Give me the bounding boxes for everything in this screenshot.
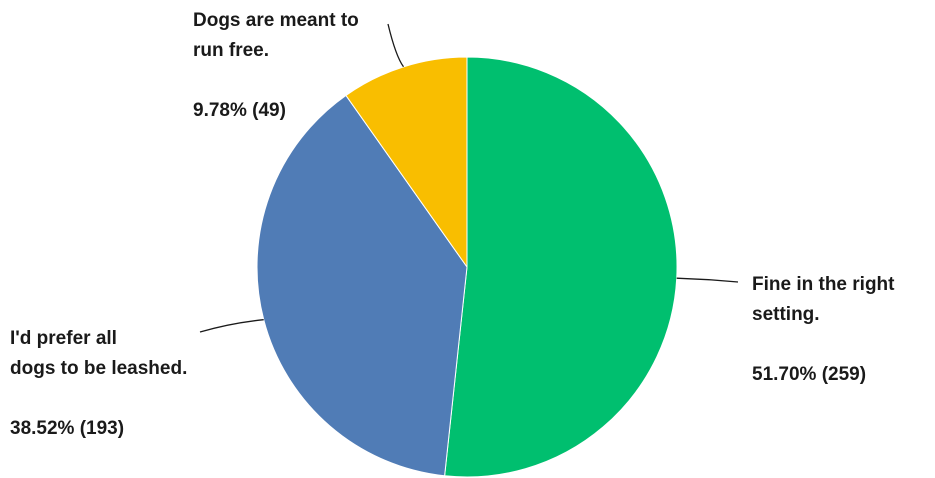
slice-label-line: setting. xyxy=(752,304,820,325)
leader-line xyxy=(387,23,405,68)
slice-percent-label: 38.52% (193) xyxy=(10,418,125,439)
slice-label-prefer-leashed: I'd prefer all dogs to be leashed. 38.52… xyxy=(10,324,187,444)
leader-lines xyxy=(199,23,739,333)
pie-slice-fine-in-right-setting xyxy=(444,56,678,478)
slice-label-line: dogs to be leashed. xyxy=(10,358,188,379)
slice-label-line: Fine in the right xyxy=(752,274,895,295)
slice-label-run-free: Dogs are meant to run free. 9.78% (49) xyxy=(193,6,359,126)
pie-slice-prefer-leashed xyxy=(256,94,468,477)
slice-percent-label: 9.78% (49) xyxy=(193,100,286,121)
slice-percent-label: 51.70% (259) xyxy=(752,364,867,385)
pie-slice-run-free xyxy=(345,56,468,269)
leader-line xyxy=(676,277,739,283)
pie-slices xyxy=(256,56,678,478)
leader-line xyxy=(199,319,264,333)
slice-label-line: run free. xyxy=(193,40,270,61)
slice-label-line: I'd prefer all xyxy=(10,328,117,349)
slice-label-line: Dogs are meant to xyxy=(193,10,359,31)
slice-label-fine-in-right-setting: Fine in the right setting. 51.70% (259) xyxy=(752,270,895,390)
